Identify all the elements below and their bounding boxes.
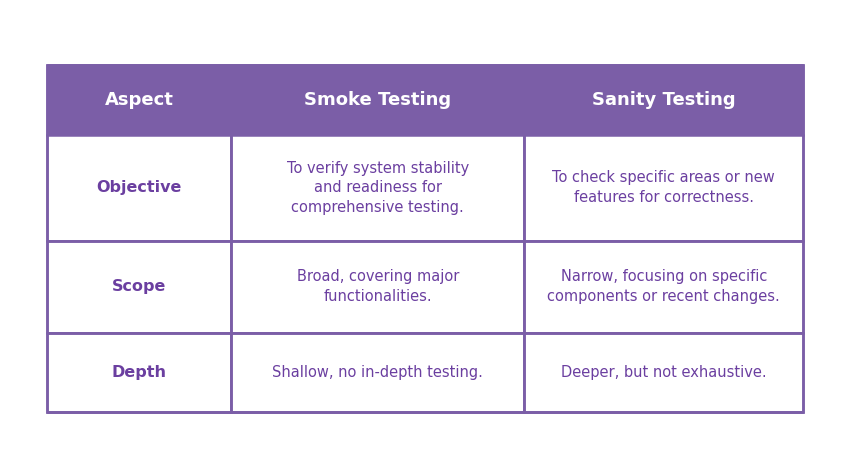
Bar <box>231 333 524 412</box>
Text: Broad, covering major
functionalities.: Broad, covering major functionalities. <box>297 270 459 304</box>
Text: Objective: Objective <box>96 180 182 195</box>
Text: Sanity Testing: Sanity Testing <box>592 91 735 109</box>
Bar <box>47 333 231 412</box>
Bar <box>47 135 231 241</box>
Text: Scope: Scope <box>112 279 166 294</box>
Text: Depth: Depth <box>111 365 167 380</box>
Bar <box>524 333 803 412</box>
Bar <box>524 135 803 241</box>
Bar <box>47 65 803 412</box>
Text: To verify system stability
and readiness for
comprehensive testing.: To verify system stability and readiness… <box>286 161 469 215</box>
Bar <box>47 65 803 135</box>
Text: Narrow, focusing on specific
components or recent changes.: Narrow, focusing on specific components … <box>547 270 780 304</box>
Text: Shallow, no in-depth testing.: Shallow, no in-depth testing. <box>272 365 484 380</box>
Text: Deeper, but not exhaustive.: Deeper, but not exhaustive. <box>561 365 767 380</box>
Text: To check specific areas or new
features for correctness.: To check specific areas or new features … <box>552 171 775 205</box>
Text: Aspect: Aspect <box>105 91 173 109</box>
Bar <box>524 241 803 333</box>
Text: Smoke Testing: Smoke Testing <box>304 91 451 109</box>
Bar <box>231 135 524 241</box>
Bar <box>231 241 524 333</box>
Bar <box>47 241 231 333</box>
